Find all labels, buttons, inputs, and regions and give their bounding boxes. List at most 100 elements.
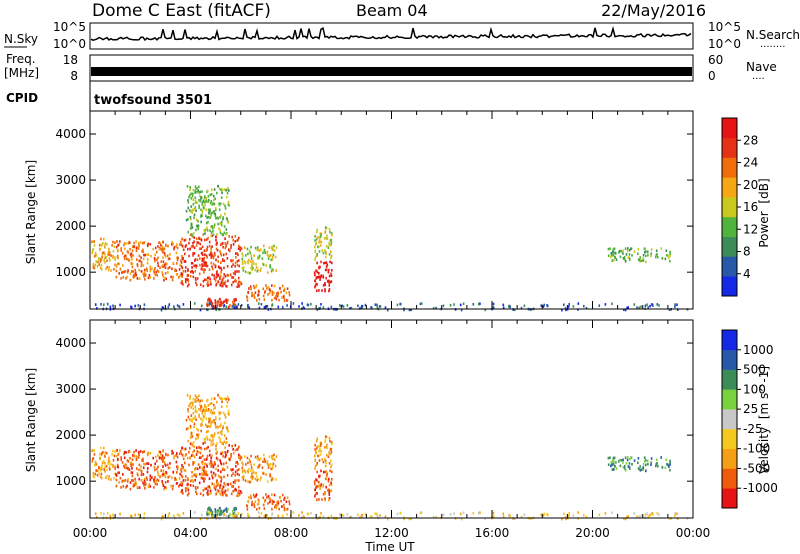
power-scatter-cell [149, 268, 152, 271]
velocity-scatter-cell [176, 467, 179, 471]
velocity-scatter-cell [273, 505, 276, 509]
velocity-scatter-cell [201, 418, 204, 422]
power-scatter-cell [143, 253, 145, 257]
velocity-scatter-cell [236, 472, 239, 476]
power-scatter-cell [132, 275, 135, 279]
power-scatter-cell [668, 308, 671, 311]
velocity-scatter-cell [661, 466, 664, 469]
velocity-scatter-cell [546, 513, 549, 517]
velocity-scatter-cell [103, 512, 105, 516]
power-scatter-cell [303, 307, 305, 310]
velocity-scatter-cell [203, 458, 206, 461]
velocity-scatter-cell [129, 457, 131, 460]
velocity-scatter-cell [239, 490, 242, 493]
power-scatter-cell [234, 240, 237, 243]
velocity-scatter-cell [131, 474, 134, 478]
velocity-scatter-cell [120, 456, 122, 459]
velocity-colorbar-block [722, 488, 737, 509]
velocity-scatter-cell [232, 452, 235, 455]
power-scatter-cell [210, 300, 213, 303]
power-scatter-cell [219, 222, 221, 225]
velocity-scatter-cell [219, 510, 221, 513]
velocity-scatter-cell [189, 424, 192, 428]
power-scatter-cell [215, 247, 218, 251]
velocity-scatter-cell [230, 492, 233, 496]
velocity-scatter-cell [108, 460, 111, 463]
power-scatter-cell [190, 192, 192, 196]
velocity-scatter-cell [227, 449, 229, 453]
power-scatter-cell [196, 224, 199, 228]
power-scatter-cell [320, 260, 322, 264]
power-scatter-cell [207, 220, 209, 224]
velocity-scatter-cell [106, 474, 109, 478]
power-scatter-cell [225, 217, 228, 220]
velocity-scatter-cell [210, 509, 213, 512]
power-scatter-cell [644, 304, 647, 308]
power-scatter-cell [209, 229, 211, 232]
velocity-scatter-cell [140, 465, 142, 468]
velocity-scatter-cell [370, 515, 372, 518]
power-scatter-cell [217, 184, 219, 188]
power-scatter-cell [115, 265, 118, 268]
velocity-scatter-cell [199, 399, 202, 403]
velocity-scatter-cell [185, 427, 188, 431]
power-scatter-cell [322, 251, 325, 255]
velocity-scatter-cell [610, 461, 613, 464]
velocity-scatter-cell [253, 463, 255, 466]
velocity-scatter-cell [192, 461, 194, 464]
velocity-scatter-cell [614, 464, 616, 468]
velocity-scatter-cell [196, 410, 198, 414]
velocity-scatter-cell [231, 514, 234, 517]
velocity-scatter-cell [233, 515, 235, 518]
velocity-scatter-cell [167, 453, 169, 457]
power-scatter-cell [328, 282, 330, 285]
velocity-scatter-cell [323, 446, 326, 449]
power-scatter-cell [314, 235, 316, 238]
power-colorbar-tick-label: 28 [743, 133, 758, 147]
power-scatter-cell [104, 261, 106, 264]
power-scatter-cell [189, 215, 192, 219]
power-scatter-cell [103, 303, 105, 307]
velocity-scatter-cell [270, 463, 272, 466]
power-scatter-cell [314, 250, 316, 254]
power-scatter-cell [626, 249, 629, 253]
velocity-scatter-cell [255, 471, 257, 475]
velocity-scatter-cell [116, 449, 118, 452]
power-scatter-cell [271, 284, 273, 287]
power-scatter-cell [183, 260, 186, 263]
velocity-scatter-cell [176, 513, 179, 516]
velocity-scatter-cell [215, 416, 217, 419]
power-scatter-cell [210, 231, 213, 234]
power-scatter-cell [646, 250, 649, 254]
velocity-scatter-cell [254, 500, 257, 503]
power-scatter-cell [117, 262, 119, 266]
power-scatter-cell [241, 260, 244, 264]
beam-title: Beam 04 [356, 1, 428, 20]
power-scatter-cell [330, 254, 333, 258]
velocity-scatter-cell [220, 397, 222, 400]
power-scatter-cell [217, 302, 219, 305]
power-scatter-cell [272, 268, 275, 272]
power-scatter-cell [119, 240, 121, 243]
power-scatter-cell [133, 241, 135, 245]
power-scatter-cell [168, 266, 171, 269]
velocity-scatter-cell [267, 480, 269, 483]
velocity-scatter-cell [192, 484, 195, 488]
power-scatter-cell [619, 255, 622, 259]
power-scatter-cell [207, 280, 209, 283]
power-scatter-cell [114, 241, 116, 244]
power-scatter-cell [162, 248, 164, 251]
velocity-scatter-cell [357, 513, 359, 517]
power-scatter-cell [523, 304, 526, 308]
power-scatter-cell [320, 233, 323, 236]
velocity-colorbar-tick-label: -100 [743, 442, 770, 456]
power-scatter-cell [307, 303, 310, 307]
power-scatter-cell [221, 282, 224, 285]
velocity-scatter-cell [118, 471, 120, 474]
velocity-scatter-cell [94, 460, 97, 464]
power-scatter-cell [502, 303, 505, 307]
power-scatter-cell [262, 263, 265, 266]
velocity-scatter-cell [190, 414, 193, 417]
velocity-colorbar-block [722, 468, 737, 489]
velocity-scatter-cell [181, 483, 183, 487]
